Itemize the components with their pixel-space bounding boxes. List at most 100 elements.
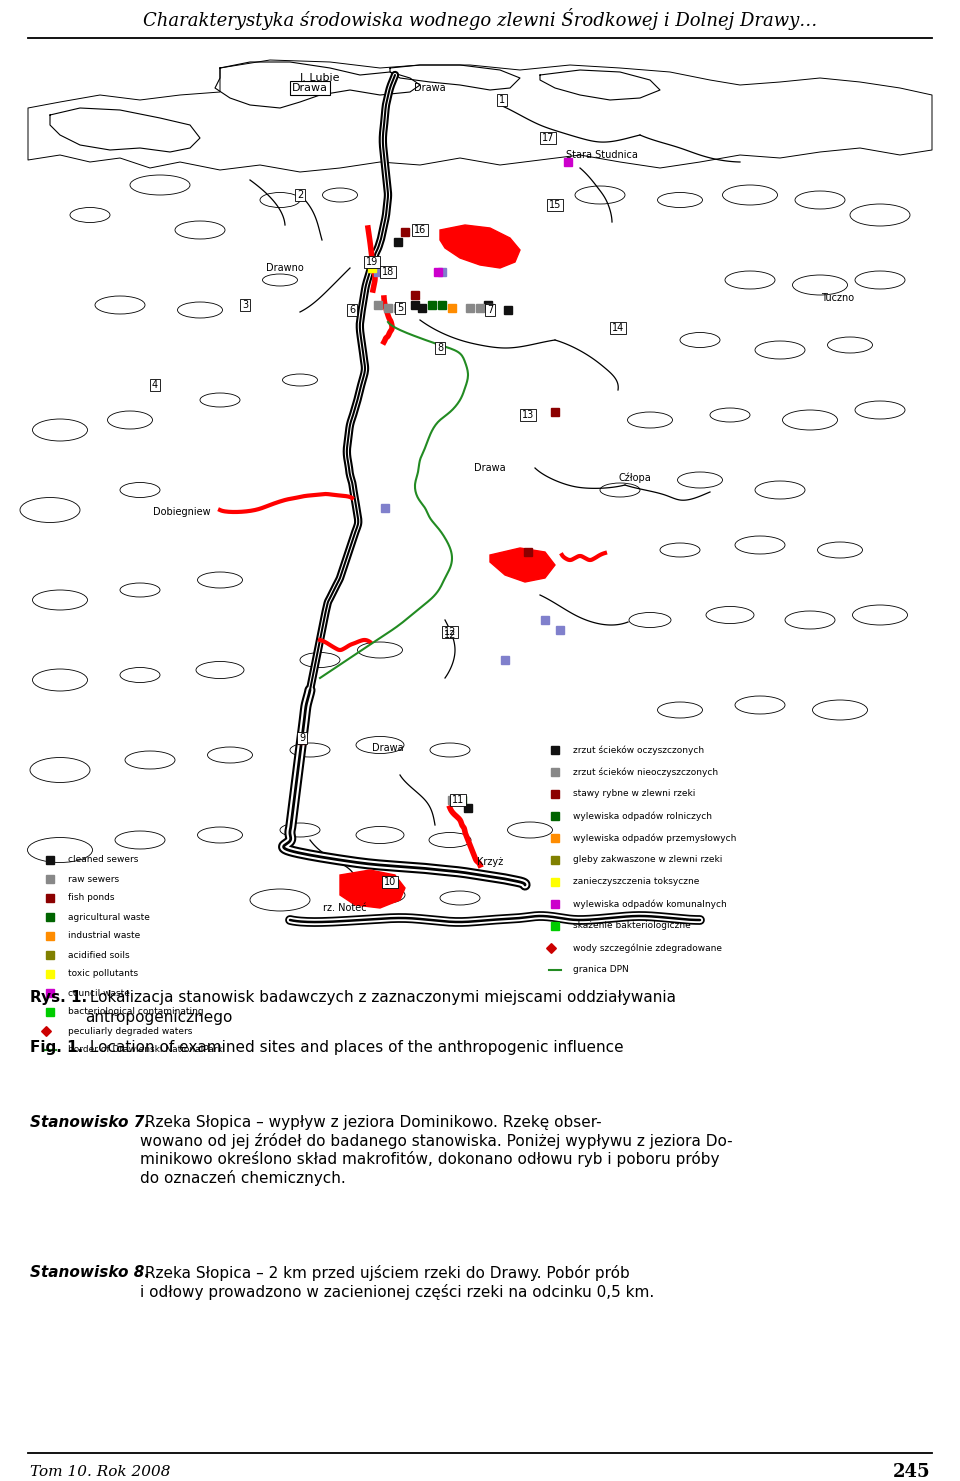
Ellipse shape: [660, 544, 700, 557]
Ellipse shape: [178, 302, 223, 318]
Text: 2: 2: [297, 190, 303, 200]
Text: Drawno: Drawno: [266, 264, 304, 273]
Text: 4: 4: [152, 381, 158, 390]
Ellipse shape: [200, 392, 240, 407]
Ellipse shape: [355, 886, 405, 903]
Ellipse shape: [120, 483, 160, 498]
Text: toxic pollutants: toxic pollutants: [68, 970, 138, 979]
Ellipse shape: [175, 221, 225, 238]
Text: Krzyż: Krzyż: [477, 857, 503, 866]
Text: industrial waste: industrial waste: [68, 932, 140, 940]
Text: J. Lubie: J. Lubie: [300, 73, 340, 83]
Text: 6: 6: [348, 305, 355, 315]
Text: antropogenicznego: antropogenicznego: [85, 1010, 232, 1025]
Ellipse shape: [120, 668, 160, 683]
Text: council waste: council waste: [68, 988, 130, 998]
Ellipse shape: [130, 175, 190, 195]
Text: peculiarly degraded waters: peculiarly degraded waters: [68, 1026, 192, 1035]
Ellipse shape: [680, 333, 720, 348]
Polygon shape: [50, 108, 200, 153]
Ellipse shape: [280, 823, 320, 837]
Ellipse shape: [198, 826, 243, 843]
Ellipse shape: [440, 892, 480, 905]
Ellipse shape: [95, 296, 145, 314]
Text: skażenie bakteriologiczne: skażenie bakteriologiczne: [573, 921, 691, 930]
Text: zanieczyszczenia toksyczne: zanieczyszczenia toksyczne: [573, 878, 700, 887]
Ellipse shape: [33, 419, 87, 441]
Ellipse shape: [430, 743, 470, 757]
Text: acidified soils: acidified soils: [68, 951, 130, 960]
Polygon shape: [28, 61, 932, 172]
Ellipse shape: [755, 481, 805, 499]
Text: Drawa: Drawa: [474, 464, 506, 472]
Ellipse shape: [735, 696, 785, 714]
Text: Rys. 1.: Rys. 1.: [30, 989, 87, 1006]
Text: Rzeka Słopica – wypływ z jeziora Dominikowo. Rzekę obser-
wowano od jej źródeł d: Rzeka Słopica – wypływ z jeziora Dominik…: [140, 1115, 732, 1186]
Text: 3: 3: [242, 301, 248, 310]
Text: 13: 13: [522, 410, 534, 421]
Text: 245: 245: [893, 1463, 930, 1481]
Ellipse shape: [120, 584, 160, 597]
Text: raw sewers: raw sewers: [68, 874, 119, 884]
Text: Drawa: Drawa: [292, 83, 328, 93]
Ellipse shape: [795, 191, 845, 209]
Ellipse shape: [828, 338, 873, 352]
Ellipse shape: [429, 832, 471, 847]
Ellipse shape: [855, 401, 905, 419]
Ellipse shape: [198, 572, 243, 588]
Ellipse shape: [30, 757, 90, 782]
Text: 1: 1: [499, 95, 505, 105]
Text: zrzut ścieków nieoczyszczonych: zrzut ścieków nieoczyszczonych: [573, 767, 718, 776]
Ellipse shape: [357, 641, 402, 658]
Ellipse shape: [28, 837, 92, 862]
Ellipse shape: [323, 188, 357, 201]
Ellipse shape: [20, 498, 80, 523]
Ellipse shape: [628, 412, 673, 428]
Ellipse shape: [755, 341, 805, 358]
Ellipse shape: [125, 751, 175, 769]
Text: 10: 10: [384, 877, 396, 887]
Ellipse shape: [250, 889, 310, 911]
Text: Stanowisko 8.: Stanowisko 8.: [30, 1265, 150, 1280]
Text: cleaned sewers: cleaned sewers: [68, 856, 138, 865]
Text: 14: 14: [612, 323, 624, 333]
Text: 9: 9: [299, 733, 305, 743]
Ellipse shape: [793, 275, 848, 295]
Text: 8: 8: [437, 344, 444, 352]
Ellipse shape: [725, 271, 775, 289]
Text: 12: 12: [444, 626, 456, 637]
Ellipse shape: [70, 207, 110, 222]
Ellipse shape: [260, 193, 300, 207]
Polygon shape: [540, 70, 660, 101]
Ellipse shape: [356, 736, 404, 754]
Ellipse shape: [658, 702, 703, 718]
Text: 12: 12: [444, 629, 456, 640]
Ellipse shape: [658, 193, 703, 207]
Polygon shape: [340, 869, 405, 908]
Ellipse shape: [108, 412, 153, 429]
Text: Drawa: Drawa: [372, 743, 404, 752]
Ellipse shape: [115, 831, 165, 849]
Ellipse shape: [782, 410, 837, 429]
Text: 17: 17: [541, 133, 554, 144]
Ellipse shape: [852, 606, 907, 625]
Text: agricultural waste: agricultural waste: [68, 912, 150, 921]
Polygon shape: [215, 62, 420, 108]
Text: wody szczególnie zdegradowane: wody szczególnie zdegradowane: [573, 943, 722, 952]
Text: granica DPN: granica DPN: [573, 966, 629, 974]
Text: Tuczno: Tuczno: [822, 293, 854, 304]
Text: Lokalizacja stanowisk badawczych z zaznaczonymi miejscami oddziaływania: Lokalizacja stanowisk badawczych z zazna…: [85, 989, 676, 1006]
Ellipse shape: [300, 653, 340, 668]
Ellipse shape: [262, 274, 298, 286]
Ellipse shape: [33, 589, 87, 610]
Text: border of Drawieński NationalPark: border of Drawieński NationalPark: [68, 1046, 223, 1054]
Text: zrzut ścieków oczyszczonych: zrzut ścieków oczyszczonych: [573, 745, 704, 755]
Ellipse shape: [575, 187, 625, 204]
Ellipse shape: [850, 204, 910, 227]
Ellipse shape: [812, 701, 868, 720]
Text: Fig. 1.: Fig. 1.: [30, 1040, 84, 1054]
Ellipse shape: [678, 472, 723, 489]
Ellipse shape: [282, 375, 318, 387]
Text: 15: 15: [549, 200, 562, 210]
Text: 16: 16: [414, 225, 426, 235]
